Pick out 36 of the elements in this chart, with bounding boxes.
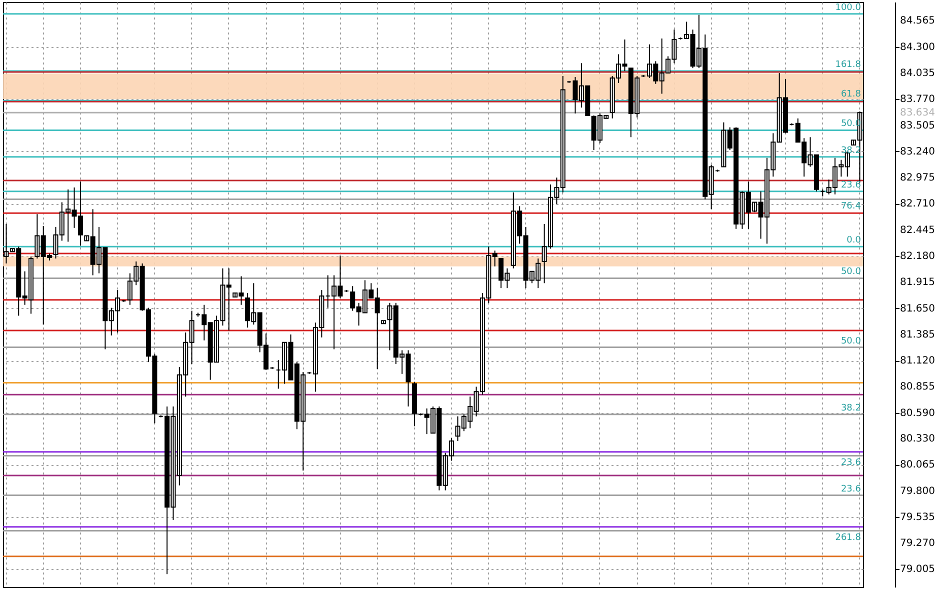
y-tick-label: 81.650 <box>900 303 935 314</box>
annotation: 261.8 <box>835 532 862 543</box>
y-tick-label: 84.300 <box>900 42 935 53</box>
annotation: 38.2 <box>840 403 861 414</box>
y-tick-label: 81.120 <box>900 356 935 367</box>
ref-line-label: 83.634 <box>900 108 935 119</box>
y-tick-label: 80.330 <box>900 434 935 445</box>
y-tick-label: 79.535 <box>900 512 935 523</box>
y-tick-label: 80.855 <box>900 382 935 393</box>
annotation: 23.6 <box>840 484 862 494</box>
y-tick-label: 82.445 <box>900 224 935 236</box>
annotation: 23.6 <box>840 180 862 190</box>
annotation: 0.0 <box>846 236 862 246</box>
y-tick-label: 83.770 <box>900 94 935 106</box>
y-tick-label: 80.065 <box>900 460 935 471</box>
y-tick-label: 79.800 <box>900 486 935 497</box>
candlestick <box>381 320 386 324</box>
annotation: 161.8 <box>835 60 862 70</box>
annotation: 100.0 <box>835 2 862 13</box>
y-tick-label: 84.035 <box>900 68 935 80</box>
annotation: 23.6 <box>840 458 862 468</box>
y-tick-label: 79.270 <box>900 538 935 550</box>
annotation: 76.4 <box>840 201 862 212</box>
y-tick-label: 83.505 <box>900 120 935 132</box>
annotation: 50.0 <box>840 336 862 346</box>
annotation: 61.8 <box>840 90 862 100</box>
y-tick-label: 79.005 <box>900 564 935 576</box>
y-tick-label: 83.240 <box>900 146 935 158</box>
y-tick-label: 82.710 <box>900 198 935 210</box>
y-tick-label: 82.180 <box>900 251 935 262</box>
y-tick-label: 82.975 <box>900 172 935 184</box>
annotation: 50.0 <box>840 267 862 278</box>
y-tick-label: 80.590 <box>900 408 935 419</box>
y-tick-label: 81.915 <box>900 277 935 288</box>
y-tick-label: 81.385 <box>900 329 935 340</box>
y-tick-label: 84.565 <box>900 16 935 27</box>
